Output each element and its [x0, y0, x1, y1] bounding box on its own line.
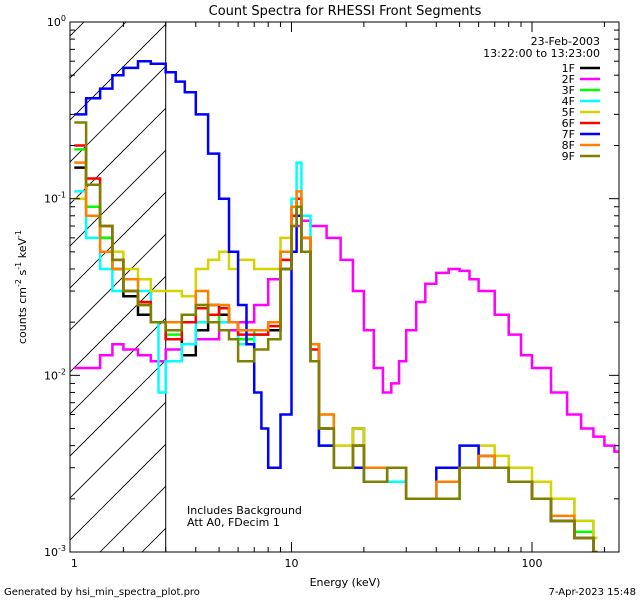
legend-label-2F: 2F [562, 73, 575, 86]
chart-title: Count Spectra for RHESSI Front Segments [209, 4, 482, 19]
hatched-region [0, 0, 166, 552]
y-tick-label: 10-1 [44, 191, 66, 206]
series-line-2F [74, 219, 619, 453]
x-axis-label: Energy (keV) [310, 576, 381, 589]
hatch-line [70, 233, 166, 331]
legend-label-4F: 4F [562, 95, 575, 108]
axis-ticks: 10 100 1 100 10-1 10-2 10-3 [44, 14, 619, 570]
series-line-9F [74, 121, 598, 552]
hatch-line [70, 317, 166, 415]
hatch-line [70, 107, 166, 205]
legend-label-3F: 3F [562, 84, 575, 97]
hatch-line [70, 23, 166, 121]
series-line-6F [74, 144, 598, 552]
annotation-background: Includes Background [187, 504, 302, 517]
hatch-line [70, 191, 166, 289]
legend-label-8F: 8F [562, 139, 575, 152]
series-line-5F [74, 197, 598, 540]
footer-generator: Generated by hsi_min_spectra_plot.pro [4, 587, 200, 598]
y-tick-label: 10-2 [44, 367, 66, 382]
y-tick-label: 100 [47, 14, 66, 29]
series-line-1F [74, 166, 598, 552]
x-tick-label: 10 [284, 557, 298, 570]
series-line-3F [74, 148, 598, 552]
series-lines [74, 22, 619, 552]
footer-timestamp: 7-Apr-2023 15:48 [549, 587, 636, 598]
legend-label-9F: 9F [562, 150, 575, 163]
legend-label-7F: 7F [562, 128, 575, 141]
hatch-line [70, 443, 166, 541]
date-label: 23-Feb-2003 [531, 35, 600, 48]
y-axis-label: counts cm-2 s-1 keV-1 [14, 230, 29, 344]
legend-label-6F: 6F [562, 117, 575, 130]
hatch-line [0, 0, 70, 552]
x-tick-label: 100 [521, 557, 542, 570]
legend-label-5F: 5F [562, 106, 575, 119]
legend-label-1F: 1F [562, 62, 575, 75]
time-range-label: 13:22:00 to 13:23:00 [483, 47, 600, 60]
hatch-line [70, 22, 127, 79]
hatch-line [70, 275, 166, 373]
hatch-line [70, 359, 166, 457]
series-line-7F [74, 59, 598, 552]
series-line-8F [74, 161, 598, 552]
plot-frame [69, 21, 620, 553]
y-tick-label: 10-3 [44, 544, 66, 559]
annotation-attenuator: Att A0, FDecim 1 [187, 516, 280, 529]
x-tick-label: 1 [71, 557, 78, 570]
hatch-line [70, 401, 166, 499]
